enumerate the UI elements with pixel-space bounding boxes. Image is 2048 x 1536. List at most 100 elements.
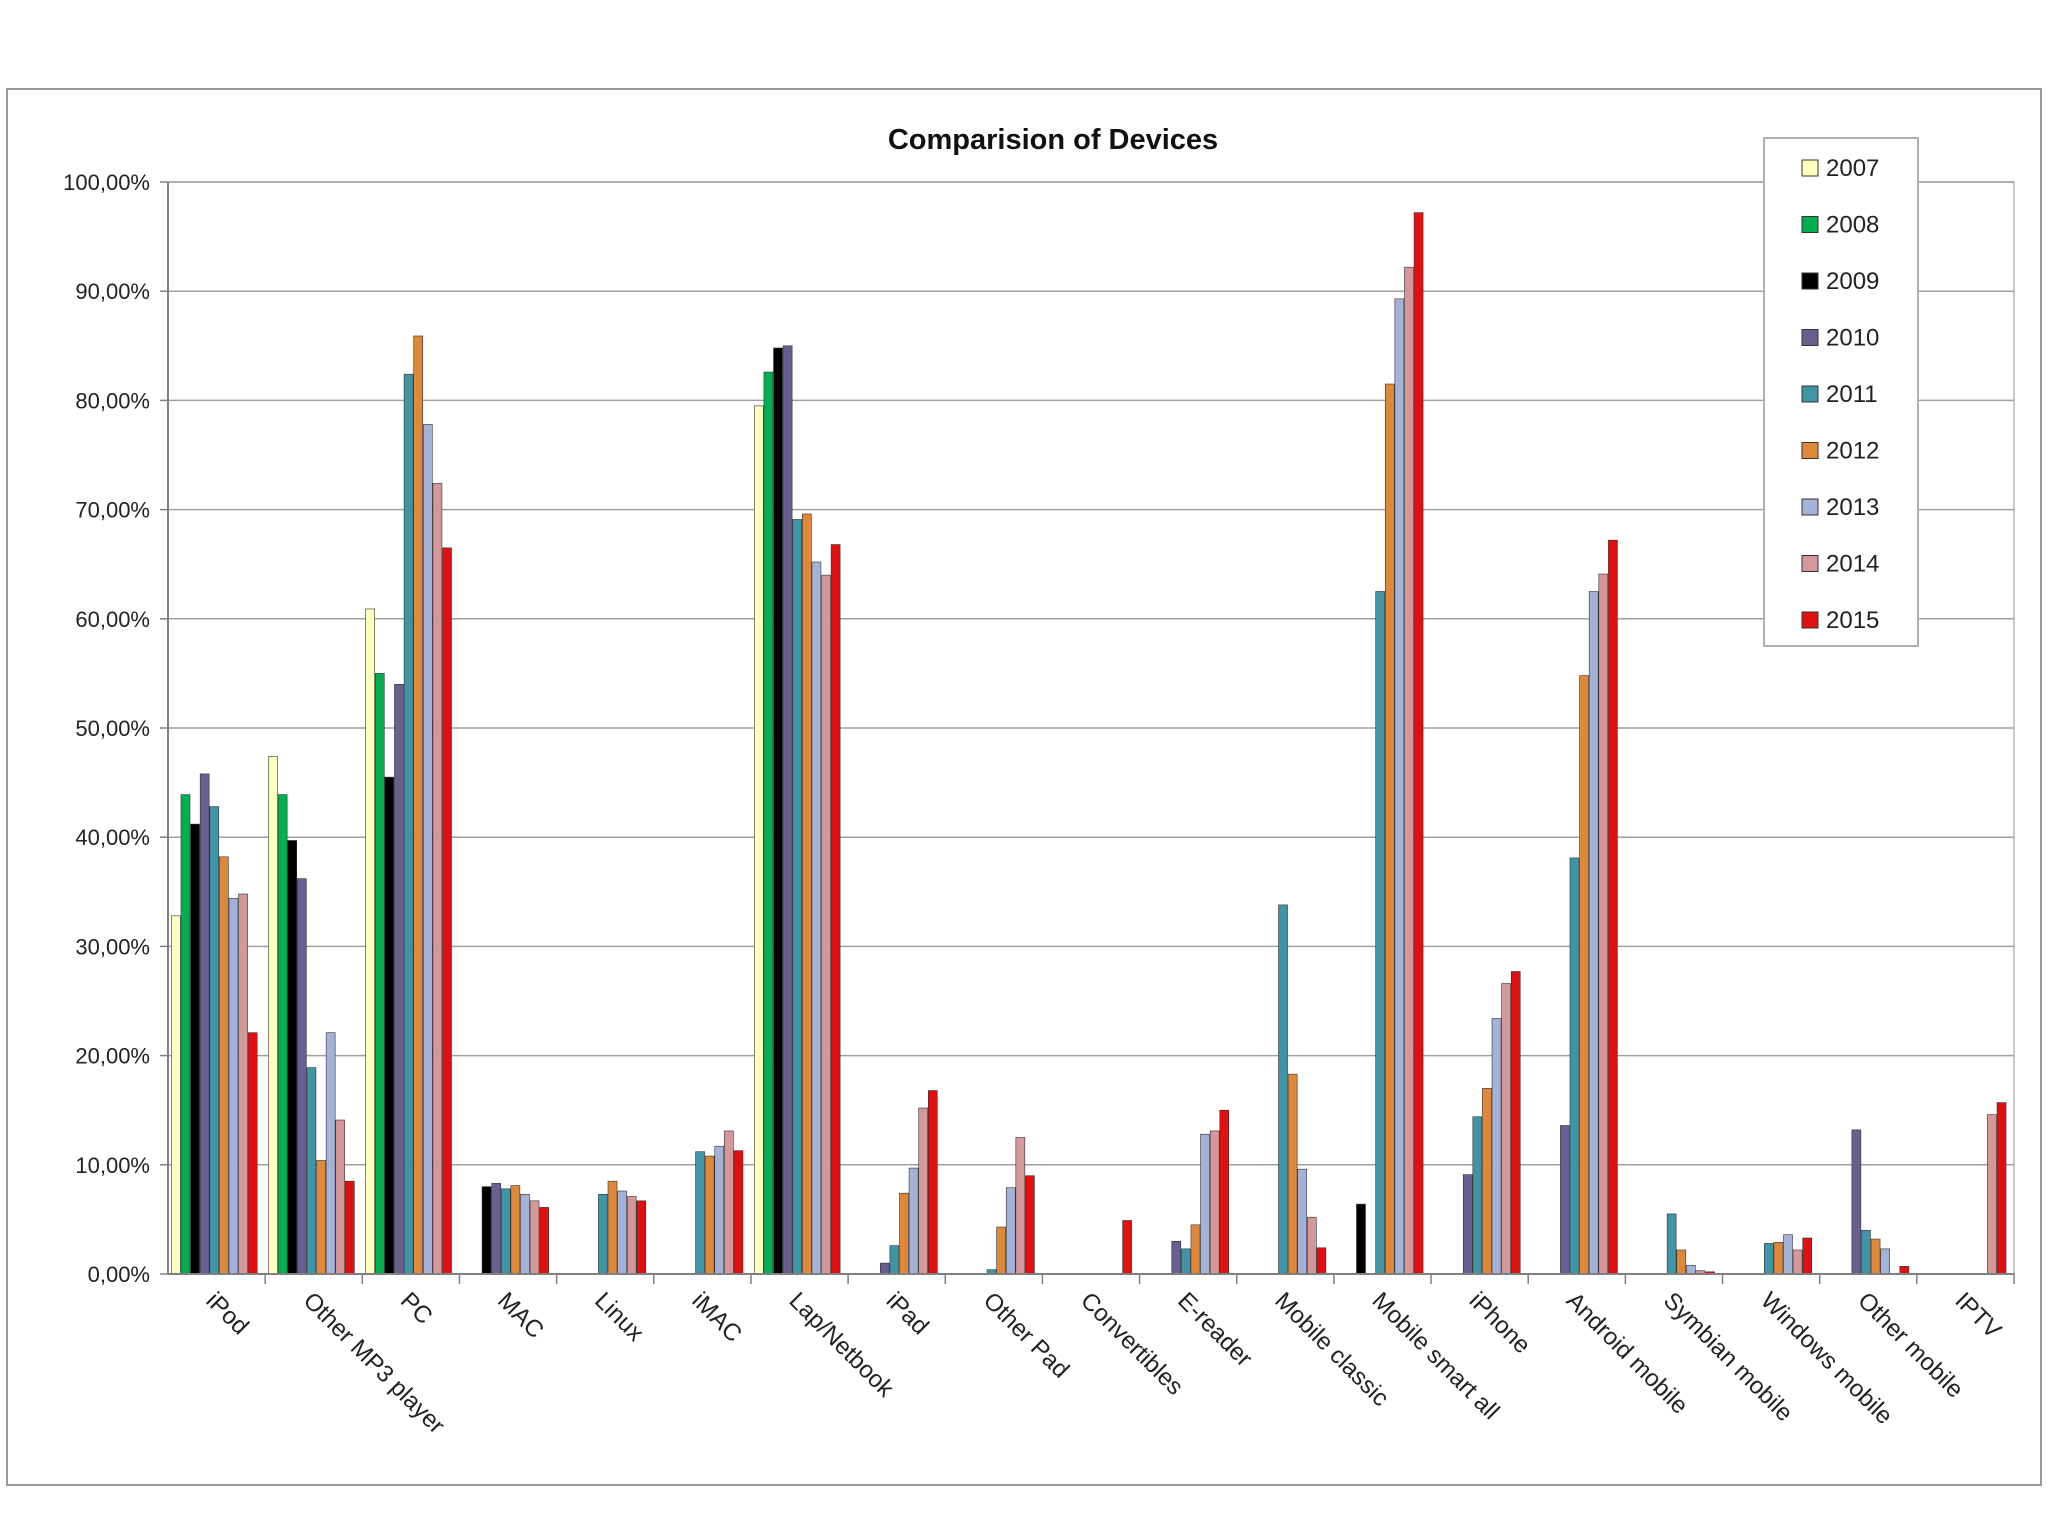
bar-2011-iphone	[1472, 1116, 1483, 1275]
bar-2012-windows-mobile	[1773, 1242, 1784, 1275]
bar-2014-mac	[529, 1200, 540, 1275]
legend-label-2014: 2014	[1826, 551, 1879, 578]
bar-2013-linux	[617, 1190, 627, 1275]
bar-2012-other-pad	[996, 1226, 1006, 1275]
bar-2013-other-mobile	[1880, 1248, 1890, 1275]
bar-2015-mobile-smart-all	[1413, 212, 1424, 1275]
x-tick-label: IPTV	[1950, 1287, 2007, 1344]
bar-2013-other-pad	[1005, 1187, 1016, 1275]
bar-2013-mobile-classic	[1297, 1168, 1308, 1275]
bar-2009-ipod	[190, 823, 200, 1275]
bar-2014-mobile-smart-all	[1404, 266, 1414, 1275]
y-tick-label: 70,00%	[75, 498, 150, 523]
bar-2012-lap-netbook	[802, 513, 812, 1275]
bar-2014-iphone	[1501, 983, 1511, 1275]
legend-label-2011: 2011	[1826, 381, 1878, 408]
bar-2011-mobile-classic	[1278, 904, 1288, 1275]
bar-2014-imac	[724, 1130, 734, 1275]
bar-2013-symbian-mobile	[1686, 1264, 1696, 1275]
bar-2015-imac	[733, 1150, 744, 1275]
bar-2014-iptv	[1987, 1114, 1997, 1275]
legend-label-2015: 2015	[1826, 607, 1879, 634]
bar-2010-other-mobile	[1851, 1129, 1862, 1275]
legend-label-2013: 2013	[1826, 494, 1879, 521]
bar-2015-android-mobile	[1608, 539, 1618, 1275]
bar-2010-e-reader	[1171, 1240, 1182, 1275]
bar-2008-other-mp3-player	[277, 794, 288, 1275]
bar-2015-ipad	[927, 1090, 938, 1275]
bar-2013-pc	[422, 424, 433, 1275]
bar-2010-mac	[491, 1183, 501, 1275]
bar-2015-pc	[442, 547, 452, 1275]
bar-2011-e-reader	[1181, 1248, 1191, 1275]
bar-2012-imac	[704, 1155, 715, 1275]
bar-2012-ipad	[899, 1192, 909, 1275]
legend-swatch-2010	[1801, 329, 1819, 346]
bar-2007-ipod	[171, 915, 181, 1275]
y-tick-label: 20,00%	[75, 1044, 150, 1069]
bar-2008-lap-netbook	[763, 371, 774, 1275]
x-tick-label: PC	[395, 1287, 438, 1330]
bar-2012-e-reader	[1190, 1224, 1201, 1275]
bar-2007-lap-netbook	[754, 405, 764, 1275]
bar-2009-other-mp3-player	[287, 840, 298, 1275]
bar-2010-lap-netbook	[782, 345, 793, 1275]
bar-2011-ipod	[209, 806, 220, 1275]
bar-2011-pc	[403, 373, 414, 1275]
legend-swatch-2007	[1801, 159, 1819, 177]
bar-2011-ipad	[889, 1245, 900, 1275]
x-tick-label: Linux	[589, 1287, 649, 1347]
bar-2014-android-mobile	[1598, 573, 1609, 1275]
x-tick-label: iPod	[201, 1287, 254, 1340]
bar-2014-other-pad	[1015, 1137, 1026, 1275]
bar-2013-ipad	[908, 1167, 919, 1275]
bar-2015-other-pad	[1025, 1175, 1035, 1275]
legend-swatch-2009	[1801, 272, 1819, 290]
bar-2011-lap-netbook	[792, 519, 803, 1275]
bar-2013-mac	[520, 1193, 530, 1275]
bar-2014-ipad	[918, 1107, 928, 1275]
bar-2011-linux	[598, 1193, 608, 1275]
bar-2015-mobile-classic	[1316, 1247, 1327, 1275]
bar-2010-other-mp3-player	[297, 878, 307, 1275]
bar-2008-pc	[374, 673, 385, 1275]
bar-2014-other-mp3-player	[335, 1119, 346, 1275]
bar-2015-iptv	[1996, 1102, 2007, 1275]
bar-2010-ipod	[199, 773, 210, 1275]
bar-2012-other-mp3-player	[316, 1160, 326, 1275]
bar-2015-mac	[539, 1207, 549, 1275]
bar-2009-mobile-smart-all	[1356, 1203, 1366, 1275]
bar-2010-ipad	[879, 1262, 890, 1275]
legend-swatch-2008	[1801, 216, 1819, 233]
bar-2013-iphone	[1491, 1018, 1502, 1275]
bar-2012-pc	[413, 335, 423, 1275]
legend-swatch-2011	[1801, 385, 1819, 403]
bar-2013-mobile-smart-all	[1394, 298, 1405, 1275]
bar-2012-iphone	[1482, 1088, 1492, 1275]
bar-2010-android-mobile	[1560, 1125, 1570, 1275]
chart-frame: 0,00% 10,00% 20,00% 30,00% 40,00% 50,00% 60,00…	[6, 88, 2042, 1486]
y-tick-label: 30,00%	[75, 934, 150, 959]
x-tick-label: iPhone	[1464, 1287, 1536, 1359]
bar-2013-ipod	[228, 898, 239, 1275]
bar-2009-lap-netbook	[773, 347, 783, 1275]
bar-2015-lap-netbook	[830, 544, 841, 1275]
bar-2012-linux	[607, 1180, 618, 1275]
bar-2012-android-mobile	[1579, 675, 1589, 1275]
y-tick-label: 0,00%	[88, 1262, 150, 1287]
y-tick-label: 60,00%	[75, 607, 150, 632]
legend-swatch-2012	[1801, 442, 1819, 459]
y-tick-label: 50,00%	[75, 716, 150, 741]
bar-2009-mac	[481, 1186, 492, 1275]
bar-2012-ipod	[219, 856, 229, 1275]
bar-2015-e-reader	[1219, 1109, 1230, 1275]
bar-2007-other-mp3-player	[268, 756, 278, 1275]
bar-2010-pc	[394, 684, 404, 1275]
legend-swatch-2013	[1801, 498, 1819, 516]
y-tick-label: 90,00%	[75, 279, 150, 304]
bar-2013-windows-mobile	[1783, 1234, 1793, 1275]
bar-2015-ipod	[247, 1032, 258, 1275]
bar-2011-imac	[695, 1151, 705, 1275]
bar-2014-linux	[626, 1196, 637, 1275]
x-tick-label: MAC	[492, 1287, 549, 1344]
